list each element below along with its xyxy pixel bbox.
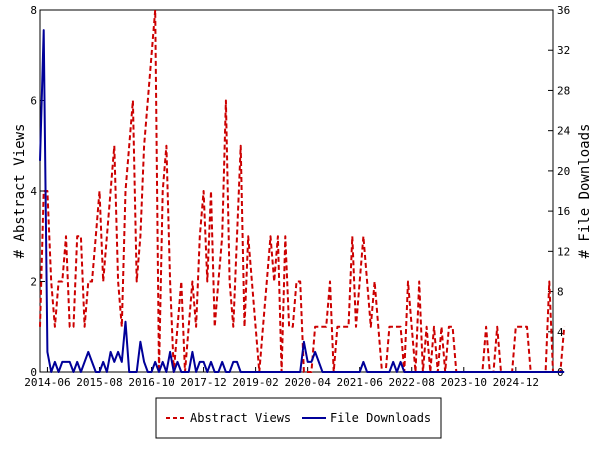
x-tick-label: 2014-06 [24, 376, 70, 389]
right-tick-label: 24 [557, 125, 571, 138]
x-tick-label: 2019-02 [232, 376, 278, 389]
x-tick-label: 2020-04 [284, 376, 331, 389]
legend-box [155, 397, 442, 439]
right-tick-label: 32 [557, 44, 570, 57]
x-axis: 2014-06 2015-08 2016-10 2017-12 2019-02 2020-… [24, 367, 539, 389]
series-layer [39, 9, 566, 373]
x-tick-label: 2024-12 [493, 376, 539, 389]
left-tick-label: 4 [30, 185, 37, 198]
x-tick-label: 2015-08 [76, 376, 122, 389]
right-tick-label: 20 [557, 165, 570, 178]
right-tick-label: 8 [557, 286, 564, 299]
right-axis-label: # File Downloads [577, 124, 593, 259]
x-tick-label: 2021-06 [337, 376, 383, 389]
series-line-abstract-views [39, 9, 566, 373]
right-tick-label: 16 [557, 205, 570, 218]
legend-label-abstract-views: Abstract Views [190, 411, 291, 425]
right-tick-label: 4 [557, 326, 564, 339]
x-tick-label: 2016-10 [128, 376, 174, 389]
series-line-file-downloads [39, 29, 565, 373]
left-tick-label: 6 [30, 95, 37, 108]
plot-area [39, 9, 554, 373]
legend-label-file-downloads: File Downloads [330, 411, 431, 425]
left-axis-label: # Abstract Views [12, 124, 28, 259]
x-tick-label: 2017-12 [180, 376, 226, 389]
left-tick-label: 0 [30, 366, 37, 379]
x-tick-label: 2022-08 [389, 376, 435, 389]
left-tick-label: 2 [30, 276, 37, 289]
legend: Abstract Views File Downloads [155, 397, 442, 439]
left-tick-label: 8 [30, 4, 37, 17]
x-tick-label: 2023-10 [441, 376, 487, 389]
right-tick-label: 28 [557, 84, 570, 97]
right-tick-label: 36 [557, 4, 570, 17]
right-tick-label: 12 [557, 245, 570, 258]
